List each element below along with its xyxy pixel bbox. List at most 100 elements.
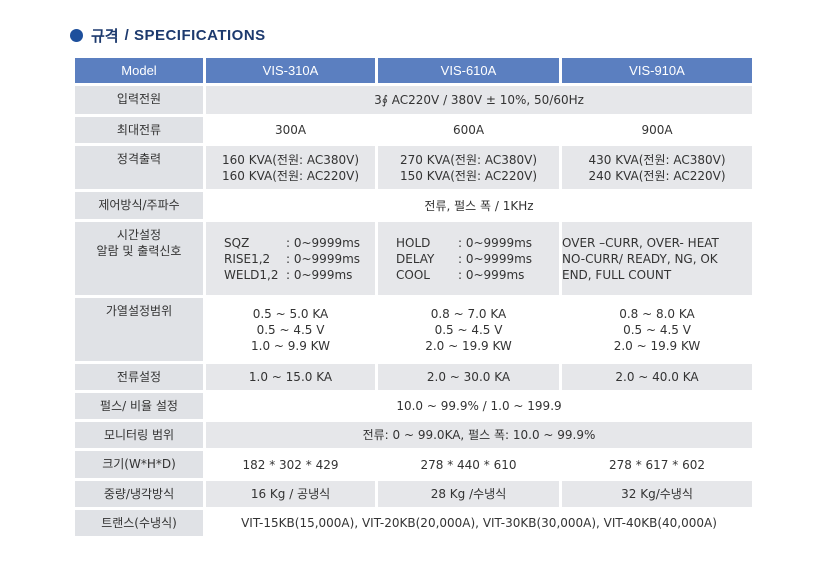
cell-text: 32 Kg/수냉식 (621, 487, 693, 501)
spec-row: 가열설정범위 0.5 ~ 5.0 KA 0.5 ~ 4.5 V 1.0 ~ 9.9 K… (75, 298, 752, 361)
spec-cell: OVER –CURR, OVER- HEAT NO-CURR/ READY, NG… (562, 222, 752, 295)
spec-cell: 600A (378, 117, 559, 143)
cell-line: 0.5 ~ 4.5 V (256, 322, 325, 337)
title-text: 규격 (91, 27, 119, 45)
cell-text: 300A (274, 123, 307, 137)
spec-cell: 10.0 ~ 99.9% / 1.0 ~ 199.9 (206, 393, 752, 419)
cell-line: 0.5 ~ 5.0 KA (252, 306, 329, 321)
spec-cell: 16 Kg / 공냉식 (206, 481, 375, 507)
cell-line: 0.8 ~ 7.0 KA (430, 306, 507, 321)
cell-text: 전류, 펄스 폭 / 1KHz (424, 198, 534, 213)
cell-text: 입력전원 (116, 92, 162, 106)
spec-row: 크기(W*H*D) 182 * 302 * 429 278 * 440 * 610 2… (75, 451, 752, 478)
cell-text: 278 * 617 * 602 (609, 457, 705, 472)
spec-cell: 2.0 ~ 40.0 KA (562, 364, 752, 390)
cell-line: OVER –CURR, OVER- HEAT (562, 235, 719, 250)
spec-cell: 28 Kg /수냉식 (378, 481, 559, 507)
cell-text: 2.0 ~ 40.0 KA (615, 370, 699, 384)
timing-name: DELAY (396, 251, 435, 266)
cell-text: VIT-15KB(15,000A), VIT-20KB(20,000A), VI… (241, 516, 717, 530)
cell-line: 시간설정 (116, 228, 162, 242)
spec-cell: HOLD: 0~9999ms DELAY: 0~9999ms COOL: 0~999… (378, 222, 559, 295)
cell-text: 중량/냉각방식 (103, 487, 175, 501)
timing-value: : 0~999ms (286, 267, 353, 282)
spec-cell: 전류, 펄스 폭 / 1KHz (206, 192, 752, 219)
spec-table: Model VIS-310A VIS-610A VIS-910A 입력전원 3∮ AC22… (72, 55, 755, 539)
row-label: 정격출력 (75, 146, 203, 189)
timing-name: RISE1,2 (224, 251, 271, 266)
spec-row: 펄스/ 비율 설정 10.0 ~ 99.9% / 1.0 ~ 199.9 (75, 393, 752, 419)
column-header: VIS-910A (562, 58, 752, 83)
cell-line: 160 KVA(전원: AC380V) (221, 152, 360, 167)
spec-row: 중량/냉각방식 16 Kg / 공냉식 28 Kg /수냉식 32 Kg/수냉식 (75, 481, 752, 507)
spec-cell: 3∮ AC220V / 380V ± 10%, 50/60Hz (206, 86, 752, 114)
spec-row: 모니터링 범위 전류: 0 ~ 99.0KA, 펄스 폭: 10.0 ~ 99.9… (75, 422, 752, 448)
spec-cell: 900A (562, 117, 752, 143)
timing-list: SQZ: 0~9999ms RISE1,2: 0~9999ms WELD1,2: 0… (224, 235, 375, 283)
cell-text: 900A (641, 123, 673, 137)
cell-line: 1.0 ~ 9.9 KW (251, 338, 330, 353)
cell-text: 10.0 ~ 99.9% / 1.0 ~ 199.9 (396, 399, 562, 413)
spec-cell: SQZ: 0~9999ms RISE1,2: 0~9999ms WELD1,2: 0… (206, 222, 375, 295)
spec-cell: VIT-15KB(15,000A), VIT-20KB(20,000A), VI… (206, 510, 752, 536)
row-label: 펄스/ 비율 설정 (75, 393, 203, 419)
spec-cell: 0.8 ~ 7.0 KA 0.5 ~ 4.5 V 2.0 ~ 19.9 KW (378, 298, 559, 361)
spec-cell: 182 * 302 * 429 (206, 451, 375, 478)
cell-text: 모니터링 범위 (103, 428, 175, 442)
cell-line: 0.8 ~ 8.0 KA (619, 306, 695, 321)
cell-text: 2.0 ~ 30.0 KA (426, 370, 511, 384)
timing-list: HOLD: 0~9999ms DELAY: 0~9999ms COOL: 0~999… (396, 235, 559, 283)
cell-line: 160 KVA(전원: AC220V) (221, 168, 360, 183)
cell-text: 제어방식/주파수 (98, 198, 180, 212)
row-label: 최대전류 (75, 117, 203, 143)
row-label: 입력전원 (75, 86, 203, 114)
column-header: VIS-610A (378, 58, 559, 83)
row-label: 제어방식/주파수 (75, 192, 203, 219)
spec-cell: 0.5 ~ 5.0 KA 0.5 ~ 4.5 V 1.0 ~ 9.9 KW (206, 298, 375, 361)
spec-cell: 2.0 ~ 30.0 KA (378, 364, 559, 390)
cell-line: NO-CURR/ READY, NG, OK (562, 251, 718, 266)
cell-line: 알람 및 출력신호 (96, 244, 182, 258)
timing-name: HOLD (396, 235, 431, 250)
timing-value: : 0~999ms (458, 267, 525, 282)
spec-row: 정격출력 160 KVA(전원: AC380V) 160 KVA(전원: AC220… (75, 146, 752, 189)
cell-text: 전류: 0 ~ 99.0KA, 펄스 폭: 10.0 ~ 99.9% (362, 428, 596, 442)
cell-line: 0.5 ~ 4.5 V (434, 322, 503, 337)
cell-line: 430 KVA(전원: AC380V) (588, 152, 726, 167)
timing-name: SQZ (224, 235, 250, 250)
spec-cell: 430 KVA(전원: AC380V) 240 KVA(전원: AC220V) (562, 146, 752, 189)
cell-line: 240 KVA(전원: AC220V) (588, 168, 726, 183)
spec-cell: 32 Kg/수냉식 (562, 481, 752, 507)
spec-cell: 300A (206, 117, 375, 143)
cell-text: 600A (452, 123, 485, 137)
spec-row: 입력전원 3∮ AC220V / 380V ± 10%, 50/60Hz (75, 86, 752, 114)
spec-cell: 278 * 617 * 602 (562, 451, 752, 478)
spec-cell: 270 KVA(전원: AC380V) 150 KVA(전원: AC220V) (378, 146, 559, 189)
cell-line: 150 KVA(전원: AC220V) (399, 168, 538, 183)
cell-text: 1.0 ~ 15.0 KA (248, 370, 333, 384)
column-header: VIS-310A (206, 58, 375, 83)
cell-text: 전류설정 (116, 370, 162, 384)
row-label: 모니터링 범위 (75, 422, 203, 448)
cell-text: 16 Kg / 공냉식 (250, 487, 331, 501)
cell-line: 2.0 ~ 19.9 KW (425, 338, 512, 353)
cell-text: 최대전류 (116, 123, 162, 137)
column-header: Model (75, 58, 203, 83)
row-label: 전류설정 (75, 364, 203, 390)
timing-value: : 0~9999ms (286, 235, 361, 250)
cell-line: 0.5 ~ 4.5 V (623, 322, 691, 337)
spec-row: 전류설정 1.0 ~ 15.0 KA 2.0 ~ 30.0 KA 2.0 ~ 40.0… (75, 364, 752, 390)
section-title: 규격 / SPECIFICATIONS (70, 25, 266, 46)
cell-text: 278 * 440 * 610 (420, 457, 517, 472)
row-label: 크기(W*H*D) (75, 451, 203, 478)
cell-text: 3∮ AC220V / 380V ± 10%, 50/60Hz (374, 93, 584, 107)
cell-text: 트랜스(수냉식) (101, 516, 177, 530)
spec-row: 트랜스(수냉식) VIT-15KB(15,000A), VIT-20KB(20,0… (75, 510, 752, 536)
cell-text: 크기(W*H*D) (102, 457, 176, 471)
timing-name: WELD1,2 (224, 267, 279, 282)
row-label: 트랜스(수냉식) (75, 510, 203, 536)
cell-line: 2.0 ~ 19.9 KW (613, 338, 701, 353)
